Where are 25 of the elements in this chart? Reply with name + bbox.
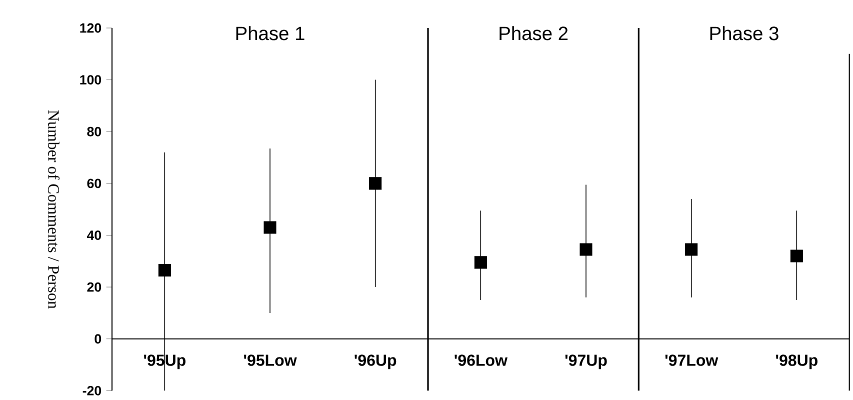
y-tick-label: 0: [94, 334, 102, 344]
x-tick-label: '95Low: [244, 354, 297, 366]
y-tick-label: 40: [86, 230, 102, 240]
y-tick-label: -20: [82, 386, 102, 396]
y-tick-label: 80: [87, 126, 102, 136]
y-tick-label: 60: [87, 178, 102, 188]
annotation: Phase 1: [236, 26, 304, 40]
point: [790, 250, 803, 262]
point: [685, 243, 698, 256]
y-tick-label: 100: [80, 75, 102, 85]
x-tick-label: '98Up: [776, 354, 818, 370]
y-tick-label: 120: [80, 23, 102, 33]
point: [369, 177, 382, 190]
point: [158, 264, 171, 276]
y-tick-label: 20: [87, 282, 102, 292]
x-tick-label: '97Low: [665, 354, 718, 366]
y-axis-title: Number of Comments / Person: [48, 110, 60, 309]
annotation: Phase 2: [500, 26, 568, 40]
x-tick-label: '97Up: [565, 354, 607, 370]
annotation: Phase 3: [710, 26, 778, 40]
x-tick-label: '96Low: [454, 354, 508, 366]
x-tick-label: '96Up: [354, 354, 396, 370]
point: [264, 221, 276, 234]
point: [474, 256, 487, 269]
point: [580, 243, 592, 256]
